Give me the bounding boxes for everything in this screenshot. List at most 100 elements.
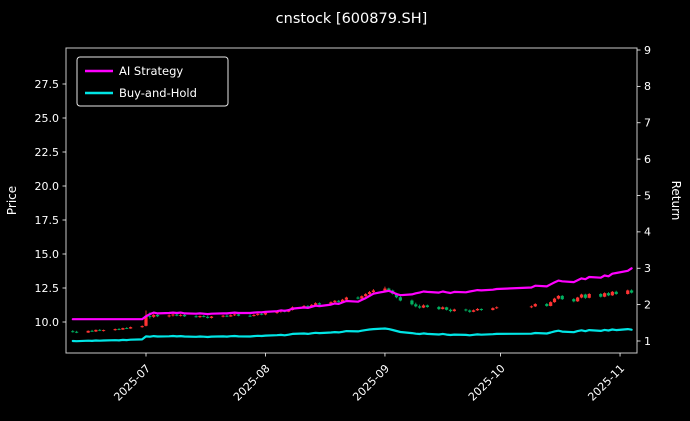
candle-body <box>464 309 468 311</box>
candle-body <box>445 307 449 310</box>
candle-body <box>452 309 456 312</box>
left-tick-label: 17.5 <box>35 214 60 227</box>
candle-body <box>410 300 414 305</box>
candle-body <box>333 300 337 303</box>
candle-body <box>418 306 422 308</box>
candle-body <box>572 299 576 302</box>
chart-title: cnstock [600879.SH] <box>276 11 428 27</box>
candle-body <box>606 293 611 296</box>
candle-body <box>437 307 441 310</box>
candle-body <box>206 316 210 318</box>
candle-body <box>221 315 225 317</box>
candle-body <box>125 328 129 330</box>
candle-body <box>479 308 483 311</box>
candle-body <box>182 314 187 317</box>
candle-body <box>225 315 229 317</box>
candle-body <box>360 296 364 299</box>
candle-body <box>144 315 148 326</box>
candle-body <box>371 290 375 293</box>
candle-body <box>495 307 499 309</box>
candle-body <box>579 294 584 298</box>
candle-body <box>248 315 252 317</box>
candle-body <box>630 290 634 293</box>
candle-body <box>560 295 564 300</box>
candle-body <box>441 307 445 310</box>
candle-body <box>167 315 171 317</box>
right-tick-label: 2 <box>644 298 651 311</box>
candle-body <box>102 330 106 332</box>
left-tick-label: 10.0 <box>35 316 60 329</box>
left-tick-label: 22.5 <box>35 146 60 159</box>
candle-body <box>94 329 98 332</box>
candle-body <box>194 316 198 318</box>
x-tick-label: 2025-08 <box>231 362 273 404</box>
candle-body <box>313 303 318 305</box>
candle-body <box>113 329 117 331</box>
right-axis: 1 2 3 4 5 6 7 8 9 Return <box>637 44 683 348</box>
x-tick-label: 2025-10 <box>466 362 508 404</box>
candle-body <box>356 297 360 299</box>
left-tick-label: 20.0 <box>35 180 60 193</box>
candle-body <box>179 314 183 316</box>
ai-strategy-line <box>71 267 633 321</box>
candle-body <box>252 314 256 317</box>
left-tick-label: 15.0 <box>35 248 60 261</box>
candle-body <box>583 294 587 298</box>
candle-body <box>491 308 495 311</box>
candle-body <box>75 331 79 333</box>
candle-body <box>233 314 237 316</box>
left-tick-label: 27.5 <box>35 78 60 91</box>
candle-body <box>229 315 233 317</box>
left-tick-label: 25.0 <box>35 112 60 125</box>
candle-body <box>556 295 560 299</box>
legend-label: AI Strategy <box>119 64 183 78</box>
candle-body <box>171 314 175 316</box>
candle-body <box>587 293 591 298</box>
legend: AI Strategy Buy-and-Hold <box>76 56 229 107</box>
candle-body <box>626 290 630 294</box>
x-tick-label: 2025-07 <box>111 362 153 404</box>
candle-body <box>236 314 241 316</box>
candle-body <box>198 316 202 318</box>
candle-body <box>448 309 453 312</box>
candle-body <box>86 330 90 333</box>
candle-body <box>121 328 125 330</box>
candlesticks-layer <box>71 286 634 334</box>
candle-body <box>209 316 214 318</box>
candle-body <box>263 313 268 315</box>
candle-body <box>306 305 310 308</box>
candle-body <box>256 313 260 315</box>
candle-body <box>71 331 75 333</box>
candle-body <box>549 302 553 306</box>
candle-body <box>337 300 341 302</box>
candle-body <box>140 326 144 328</box>
candle-body <box>603 293 607 297</box>
candle-body <box>398 297 402 301</box>
candle-body <box>529 306 533 308</box>
left-axis-label: Price <box>5 186 19 215</box>
x-axis: 2025-07 2025-08 2025-09 2025-10 2025-11 <box>111 353 627 404</box>
candle-body <box>317 303 322 305</box>
candle-body <box>383 288 387 291</box>
x-tick-label: 2025-09 <box>350 362 392 404</box>
candle-body <box>475 308 480 311</box>
right-tick-label: 5 <box>644 189 651 202</box>
candle-body <box>421 305 426 308</box>
right-tick-label: 7 <box>644 117 651 130</box>
candle-body <box>367 292 372 295</box>
candle-body <box>98 329 102 331</box>
candle-body <box>275 311 279 314</box>
right-tick-label: 4 <box>644 226 651 239</box>
candle-body <box>610 291 614 296</box>
candle-body <box>533 304 537 307</box>
left-axis: 10.0 12.5 15.0 17.5 20.0 22.5 25.0 27.5 Price <box>5 78 66 329</box>
candle-body <box>425 305 429 308</box>
candle-body <box>545 304 549 306</box>
candle-body <box>117 329 121 330</box>
candle-body <box>468 310 472 312</box>
candle-body <box>329 302 333 305</box>
candle-body <box>614 291 618 294</box>
left-tick-label: 12.5 <box>35 282 60 295</box>
